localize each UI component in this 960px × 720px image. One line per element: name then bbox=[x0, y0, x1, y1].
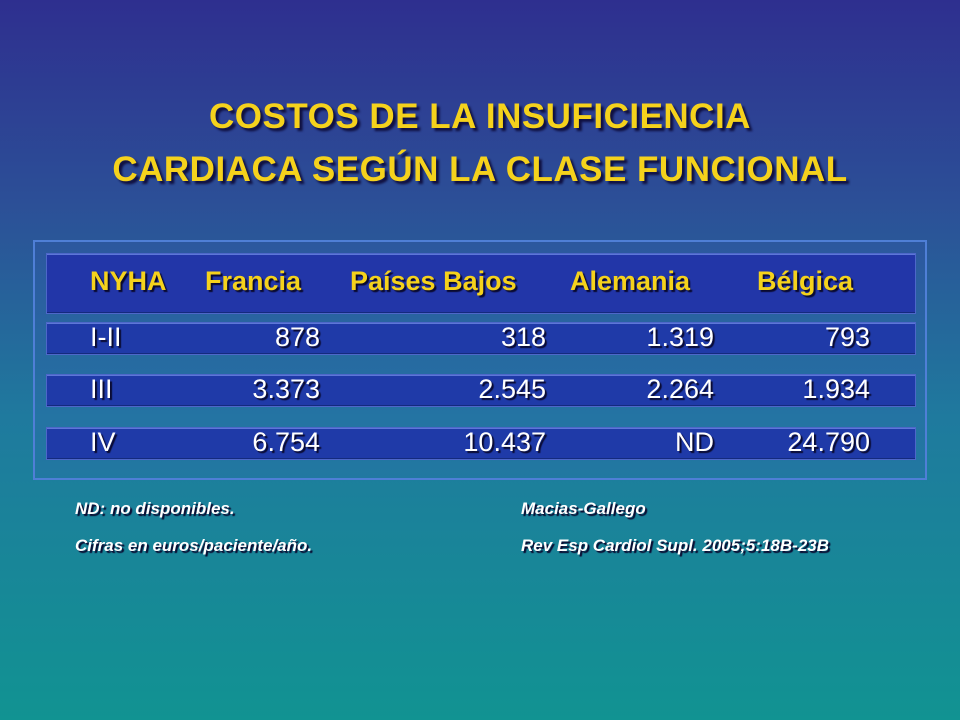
table-cell: 3.373 bbox=[252, 374, 320, 404]
header-paises-bajos: Países Bajos bbox=[350, 266, 517, 296]
table-cell: 6.754 bbox=[252, 427, 320, 457]
title-line-2: CARDIACA SEGÚN LA CLASE FUNCIONAL bbox=[112, 150, 848, 189]
note-nd: ND: no disponibles. bbox=[75, 499, 235, 518]
table-cell: 878 bbox=[274, 322, 320, 352]
table-header-band bbox=[46, 253, 916, 314]
table-cell: 24.790 bbox=[787, 427, 870, 457]
title-line-1: COSTOS DE LA INSUFICIENCIA bbox=[209, 97, 751, 136]
table-row-band bbox=[46, 427, 916, 460]
table-cell: 318 bbox=[500, 322, 546, 352]
table-cell: I-II bbox=[90, 322, 122, 352]
header-belgica: Bélgica bbox=[757, 266, 854, 296]
table-cell: 2.545 bbox=[478, 374, 546, 404]
header-francia: Francia bbox=[205, 266, 302, 296]
source-citation: Rev Esp Cardiol Supl. 2005;5:18B-23B bbox=[521, 536, 830, 555]
source-author: Macias-Gallego bbox=[521, 499, 646, 518]
table-cell: ND bbox=[675, 427, 714, 457]
header-alemania: Alemania bbox=[570, 266, 691, 296]
table-cell: III bbox=[90, 374, 113, 404]
table-row-band bbox=[46, 374, 916, 407]
table-row-band bbox=[46, 322, 916, 355]
table-cell: 2.264 bbox=[646, 374, 714, 404]
table-cell: 10.437 bbox=[463, 427, 546, 457]
note-units: Cifras en euros/paciente/año. bbox=[75, 536, 313, 555]
slide-title: COSTOS DE LA INSUFICIENCIA CARDIACA SEGÚ… bbox=[0, 90, 960, 196]
table-cell: 1.319 bbox=[646, 322, 714, 352]
table-cell: 793 bbox=[824, 322, 870, 352]
header-nyha: NYHA bbox=[90, 266, 167, 296]
table-cell: IV bbox=[90, 427, 116, 457]
table-cell: 1.934 bbox=[802, 374, 870, 404]
